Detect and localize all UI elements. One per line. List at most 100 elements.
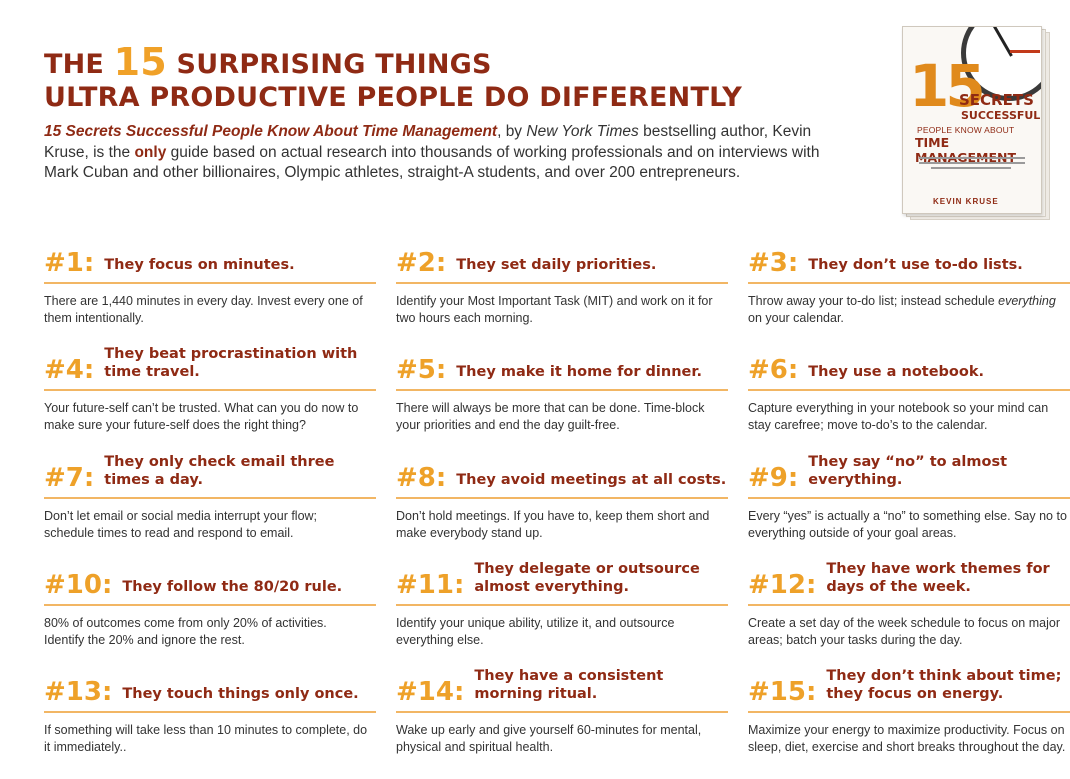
tip-heading: They focus on minutes. <box>104 257 295 273</box>
intro-book-title: 15 Secrets Successful People Know About … <box>44 123 498 140</box>
tip-header: #5: They make it home for dinner. <box>396 343 728 391</box>
tip-card: #6: They use a notebook. Capture everythin… <box>748 343 1070 434</box>
book-number: 15 <box>909 52 986 120</box>
tip-number: #6: <box>748 355 799 385</box>
tip-heading: They avoid meetings at all costs. <box>456 472 727 488</box>
book-blurb-line <box>919 157 1025 159</box>
title-number: 15 <box>113 40 167 84</box>
tip-body: 80% of outcomes come from only 20% of ac… <box>44 616 327 647</box>
book-blurb-line <box>919 162 1025 164</box>
tip-card: #1: They focus on minutes. There are 1,440… <box>44 236 376 327</box>
tip-heading: They follow the 80/20 rule. <box>122 579 343 595</box>
book-cover-image: 15 SECRETS SUCCESSFUL PEOPLE KNOW ABOUT … <box>902 26 1052 222</box>
tip-heading: They don’t use to-do lists. <box>808 257 1023 273</box>
tip-body: If something will take less than 10 minu… <box>44 723 368 754</box>
tip-body: Create a set day of the week schedule to… <box>748 616 1060 647</box>
tip-heading: They say “no” to almost everything. <box>808 454 1008 488</box>
tip-heading: They don’t think about time; they focus … <box>826 668 1062 702</box>
tip-heading: They touch things only once. <box>122 686 359 702</box>
tip-header: #2: They set daily priorities. <box>396 236 728 284</box>
tip-body-emphasis: everything <box>998 294 1056 308</box>
tip-card: #10: They follow the 80/20 rule. 80% of ou… <box>44 558 376 649</box>
tip-body: Don’t hold meetings. If you have to, kee… <box>396 509 710 540</box>
tip-header: #1: They focus on minutes. <box>44 236 376 284</box>
tip-header: #13: They touch things only once. <box>44 665 376 713</box>
book-blurb-line <box>931 167 1011 169</box>
tip-card: #4: They beat procrastination with time t… <box>44 343 376 434</box>
tip-header: #12: They have work themes for days of th… <box>748 558 1070 606</box>
tip-heading: They only check email three times a day. <box>104 454 335 488</box>
tip-number: #2: <box>396 248 447 278</box>
tip-card: #15: They don’t think about time; they fo… <box>748 665 1070 756</box>
tip-card: #2: They set daily priorities. Identify yo… <box>396 236 728 327</box>
tip-heading: They make it home for dinner. <box>456 364 702 380</box>
tip-body: There will always be more that can be do… <box>396 401 705 432</box>
intro-only: only <box>134 143 167 161</box>
book-author: KEVIN KRUSE <box>933 197 999 206</box>
title-prefix: THE <box>44 49 114 80</box>
tip-header: #9: They say “no” to almost everything. <box>748 451 1070 499</box>
tip-body-text: on your calendar. <box>748 311 844 325</box>
tip-card: #7: They only check email three times a d… <box>44 451 376 542</box>
tip-heading: They have work themes for days of the we… <box>826 561 1050 595</box>
tip-body: Identify your Most Important Task (MIT) … <box>396 294 713 325</box>
tip-body: Don’t let email or social media interrup… <box>44 509 318 540</box>
tip-number: #9: <box>748 463 799 493</box>
intro-text-1: , by <box>497 123 527 140</box>
tip-card: #14: They have a consistent morning ritua… <box>396 665 728 756</box>
tip-number: #8: <box>396 463 447 493</box>
intro-text-3: guide based on actual research into thou… <box>44 143 820 182</box>
tip-number: #13: <box>44 677 113 707</box>
intro-nyt: New York Times <box>526 123 639 140</box>
tip-number: #4: <box>44 355 95 385</box>
tip-number: #14: <box>396 677 465 707</box>
tip-body-text: Throw away your to-do list; instead sche… <box>748 294 999 308</box>
tip-heading: They use a notebook. <box>808 364 985 380</box>
tip-number: #7: <box>44 463 95 493</box>
tip-number: #11: <box>396 570 465 600</box>
tip-number: #10: <box>44 570 113 600</box>
tip-body: Capture everything in your notebook so y… <box>748 401 1049 432</box>
tip-body: Every “yes” is actually a “no” to someth… <box>748 509 1067 540</box>
tip-body: Throw away your to-do list; instead sche… <box>748 293 1070 327</box>
tip-heading: They set daily priorities. <box>456 257 657 273</box>
page-title: THE 15 SURPRISING THINGS ULTRA PRODUCTIV… <box>44 43 874 114</box>
tip-header: #14: They have a consistent morning ritua… <box>396 665 728 713</box>
tip-body: Maximize your energy to maximize product… <box>748 723 1066 754</box>
tip-header: #3: They don’t use to-do lists. <box>748 236 1070 284</box>
tip-card: #3: They don’t use to-do lists. Throw away… <box>748 236 1070 327</box>
tip-heading: They have a consistent morning ritual. <box>474 668 664 702</box>
tip-header: #11: They delegate or outsource almost ev… <box>396 558 728 606</box>
book-time-management: TIME MANAGEMENT <box>915 135 1017 165</box>
tip-header: #10: They follow the 80/20 rule. <box>44 558 376 606</box>
tip-number: #1: <box>44 248 95 278</box>
title-line2: ULTRA PRODUCTIVE PEOPLE DO DIFFERENTLY <box>44 82 743 113</box>
tip-header: #8: They avoid meetings at all costs. <box>396 451 728 499</box>
tip-heading: They beat procrastination with time trav… <box>104 346 358 380</box>
tip-number: #15: <box>748 677 817 707</box>
tip-card: #11: They delegate or outsource almost ev… <box>396 558 728 649</box>
tip-body: There are 1,440 minutes in every day. In… <box>44 294 363 325</box>
intro-paragraph: 15 Secrets Successful People Know About … <box>44 122 844 184</box>
tip-heading: They delegate or outsource almost everyt… <box>474 561 700 595</box>
tip-card: #13: They touch things only once. If somet… <box>44 665 376 756</box>
tip-body: Identify your unique ability, utilize it… <box>396 616 675 647</box>
tip-number: #12: <box>748 570 817 600</box>
header: THE 15 SURPRISING THINGS ULTRA PRODUCTIV… <box>44 43 874 184</box>
clock-minute-hand <box>1010 50 1040 53</box>
tip-number: #5: <box>396 355 447 385</box>
tip-header: #4: They beat procrastination with time t… <box>44 343 376 391</box>
tip-card: #12: They have work themes for days of th… <box>748 558 1070 649</box>
book-successful: SUCCESSFUL <box>961 109 1041 122</box>
tip-header: #15: They don’t think about time; they fo… <box>748 665 1070 713</box>
book-people-know: PEOPLE KNOW ABOUT <box>917 125 1015 135</box>
tip-card: #8: They avoid meetings at all costs. Don’… <box>396 451 728 542</box>
intro-text-2: bestselling author, Kevin Kruse, is the <box>44 123 812 161</box>
tip-body: Your future-self can’t be trusted. What … <box>44 401 359 432</box>
title-line1-rest: SURPRISING THINGS <box>166 49 492 80</box>
tip-card: #5: They make it home for dinner. There wi… <box>396 343 728 434</box>
tip-card: #9: They say “no” to almost everything. Ev… <box>748 451 1070 542</box>
tip-body: Wake up early and give yourself 60-minut… <box>396 723 702 754</box>
tip-header: #6: They use a notebook. <box>748 343 1070 391</box>
tip-number: #3: <box>748 248 799 278</box>
